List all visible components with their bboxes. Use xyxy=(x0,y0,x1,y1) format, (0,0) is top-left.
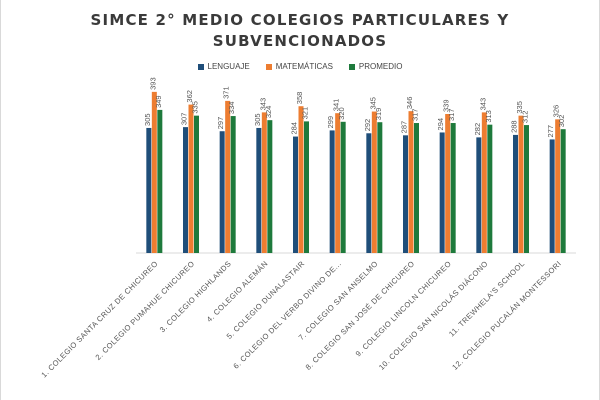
bar-matematicas-9 xyxy=(445,114,451,253)
legend-label-promedio: PROMEDIO xyxy=(358,62,403,71)
data-label-matematicas-7: 345 xyxy=(368,97,377,110)
bar-matematicas-10 xyxy=(481,112,487,254)
data-label-promedio-1: 349 xyxy=(154,95,163,108)
bar-promedio-4 xyxy=(267,120,273,253)
data-label-matematicas-8: 346 xyxy=(405,97,414,110)
data-label-matematicas-1: 393 xyxy=(148,77,157,90)
data-label-matematicas-11: 335 xyxy=(515,101,524,114)
data-label-promedio-12: 302 xyxy=(557,115,566,128)
bar-promedio-10 xyxy=(487,124,493,253)
data-label-matematicas-4: 343 xyxy=(258,98,267,111)
category-label-3: 3. COLEGIO HIGHLANDS xyxy=(158,259,233,334)
data-label-matematicas-2: 362 xyxy=(185,90,194,103)
data-label-lenguaje-5: 284 xyxy=(290,122,299,135)
bar-lenguaje-11 xyxy=(513,134,518,253)
chart-legend: LENGUAJE MATEMÁTICAS PROMEDIO xyxy=(0,62,600,71)
data-label-promedio-7: 319 xyxy=(374,108,383,121)
data-label-lenguaje-6: 299 xyxy=(326,116,335,129)
data-label-promedio-6: 320 xyxy=(337,107,346,120)
frame-border-left xyxy=(0,0,1,400)
data-label-promedio-10: 313 xyxy=(484,110,493,123)
data-label-lenguaje-8: 287 xyxy=(400,121,409,134)
data-label-lenguaje-10: 282 xyxy=(473,123,482,136)
data-label-lenguaje-9: 294 xyxy=(436,118,445,131)
data-label-matematicas-6: 341 xyxy=(332,99,341,112)
category-label-5: 5. COLEGIO DUNALASTAIR xyxy=(225,259,307,341)
bar-promedio-11 xyxy=(524,125,529,253)
legend-label-matematicas: MATEMÁTICAS xyxy=(275,62,333,71)
bar-matematicas-11 xyxy=(518,115,524,254)
bar-lenguaje-4 xyxy=(256,127,262,253)
bar-lenguaje-12 xyxy=(549,139,555,253)
bar-promedio-9 xyxy=(450,123,456,253)
legend-item-matematicas: MATEMÁTICAS xyxy=(265,62,333,71)
bar-lenguaje-3 xyxy=(219,131,225,253)
bar-matematicas-3 xyxy=(225,100,231,253)
category-label-11: 11. TREWHELA'S SCHOOL xyxy=(447,259,526,338)
data-label-lenguaje-3: 297 xyxy=(216,117,225,130)
bar-matematicas-5 xyxy=(298,106,304,253)
data-label-matematicas-12: 326 xyxy=(552,105,561,118)
chart-title-line-2: SUBVENCIONADOS xyxy=(212,32,388,50)
chart-title-line-1: SIMCE 2° MEDIO COLEGIOS PARTICULARES Y xyxy=(90,11,510,29)
legend-swatch-promedio xyxy=(348,63,355,70)
bar-matematicas-12 xyxy=(555,119,561,253)
bar-promedio-2 xyxy=(194,115,199,254)
legend-label-lenguaje: LENGUAJE xyxy=(207,62,250,71)
bar-promedio-6 xyxy=(340,121,346,253)
bar-lenguaje-6 xyxy=(329,130,335,253)
bar-lenguaje-2 xyxy=(183,127,188,253)
bar-promedio-7 xyxy=(377,122,383,254)
data-label-lenguaje-7: 292 xyxy=(363,119,372,132)
bar-promedio-5 xyxy=(304,121,309,253)
bar-matematicas-1 xyxy=(151,91,157,254)
bar-lenguaje-8 xyxy=(403,135,408,253)
data-label-matematicas-3: 371 xyxy=(222,86,231,99)
data-label-promedio-8: 317 xyxy=(411,109,420,122)
legend-swatch-lenguaje xyxy=(197,63,204,70)
bar-lenguaje-5 xyxy=(293,136,298,253)
data-label-matematicas-9: 339 xyxy=(442,99,451,112)
data-label-lenguaje-2: 307 xyxy=(180,113,189,126)
data-label-lenguaje-11: 288 xyxy=(510,120,519,133)
legend-item-lenguaje: LENGUAJE xyxy=(197,62,250,71)
bar-matematicas-6 xyxy=(335,113,341,253)
bar-matematicas-7 xyxy=(371,111,377,253)
bar-promedio-3 xyxy=(230,116,236,253)
bar-lenguaje-1 xyxy=(146,127,152,253)
legend-item-promedio: PROMEDIO xyxy=(348,62,403,71)
bar-matematicas-8 xyxy=(408,111,414,253)
bar-promedio-8 xyxy=(414,123,419,253)
data-label-lenguaje-4: 305 xyxy=(253,113,262,126)
data-label-promedio-4: 324 xyxy=(264,106,273,119)
bar-lenguaje-10 xyxy=(476,137,482,253)
data-label-promedio-11: 312 xyxy=(521,111,530,124)
data-label-matematicas-5: 358 xyxy=(295,92,304,105)
data-label-matematicas-10: 343 xyxy=(478,98,487,111)
data-label-promedio-9: 317 xyxy=(447,109,456,122)
bar-promedio-1 xyxy=(157,109,163,253)
data-label-lenguaje-12: 277 xyxy=(546,125,555,138)
bar-lenguaje-9 xyxy=(439,132,445,253)
legend-swatch-matematicas xyxy=(265,63,272,70)
data-label-promedio-2: 335 xyxy=(191,101,200,114)
bar-promedio-12 xyxy=(560,129,566,253)
bar-matematicas-4 xyxy=(261,112,267,254)
data-label-promedio-5: 321 xyxy=(301,107,310,120)
bar-lenguaje-7 xyxy=(366,133,372,253)
data-label-promedio-3: 334 xyxy=(227,102,236,115)
data-label-lenguaje-1: 305 xyxy=(143,113,152,126)
bar-matematicas-2 xyxy=(188,104,194,253)
category-label-4: 4. COLEGIO ALEMÁN xyxy=(205,259,270,324)
